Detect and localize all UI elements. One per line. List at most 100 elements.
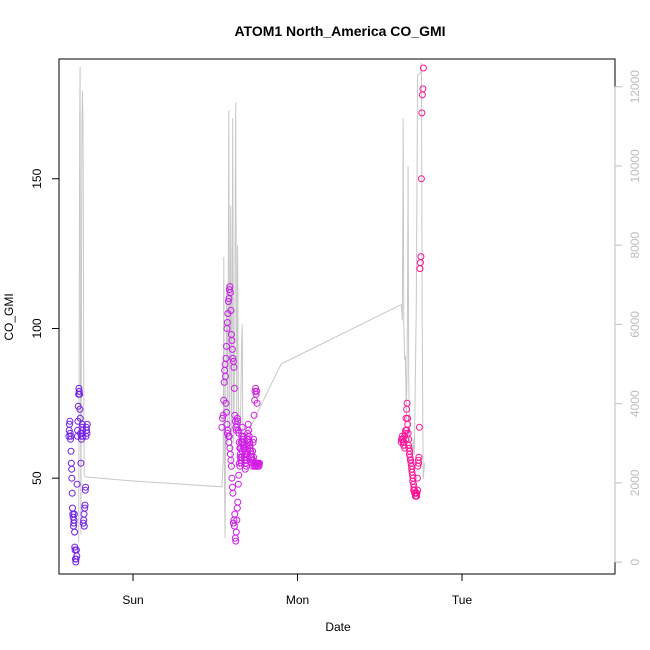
data-point [405,435,413,443]
data-point [229,489,237,497]
data-point [68,465,76,473]
data-point [225,286,233,294]
data-point [226,450,234,458]
data-point [246,438,254,446]
point-series [65,64,427,566]
data-point [233,414,241,422]
chart-title: ATOM1 North_America CO_GMI [234,23,445,39]
data-point [403,399,411,407]
data-point [75,387,83,395]
data-point [415,423,423,431]
data-point [76,390,84,398]
y-tick-label: 100 [30,318,44,338]
data-point [67,459,75,467]
data-point [232,528,240,536]
y-tick-label: 50 [30,471,44,485]
data-point [81,504,89,512]
data-point [67,432,75,440]
data-point [231,510,239,518]
data-point [228,337,236,344]
data-point [234,417,242,425]
data-point [230,363,238,371]
data-point [234,480,242,488]
y2-tick-label: 2000 [628,469,642,496]
data-point [67,435,74,443]
x-tick-label: Sun [122,593,143,607]
data-point [81,486,89,494]
data-point [71,528,79,536]
data-point [414,486,422,494]
data-point [418,109,426,117]
data-point [223,342,230,350]
data-point [76,414,84,422]
data-point [232,537,240,545]
y-tick-label: 150 [30,168,44,188]
data-point [419,85,427,93]
data-point [227,456,235,464]
axes: Sun Mon Tue 50 100 150 0 2000 4000 6000 8000 10000 1… [30,70,642,607]
data-point [255,462,263,470]
data-point [253,387,261,395]
data-point [407,456,415,464]
data-point [410,486,418,494]
data-point [228,345,236,353]
data-point [67,447,75,455]
data-point [70,510,78,518]
data-point [229,354,237,362]
y-axis-label: CO_GMI [2,293,16,340]
data-point [234,426,242,434]
data-point [68,474,76,482]
data-point [223,408,230,416]
y2-tick-label: 0 [628,558,642,565]
data-point [228,474,236,482]
data-point [79,519,87,527]
data-point [414,456,422,464]
data-point [223,420,231,428]
data-point [226,289,234,296]
x-axis-label: Date [325,620,351,634]
data-point [83,420,91,428]
y2-tick-label: 12000 [628,70,642,104]
data-point [225,432,233,440]
data-point [417,253,425,261]
data-point [225,438,233,446]
data-point [223,319,231,326]
series-line [78,62,425,543]
data-point [219,414,226,422]
data-point [227,307,235,314]
data-point [218,423,226,431]
data-point [68,489,76,497]
data-point [233,504,241,512]
data-point [230,522,238,530]
y2-tick-label: 6000 [628,311,642,338]
data-point [66,420,73,428]
data-point [253,399,261,407]
data-point [76,405,84,413]
y2-tick-label: 8000 [628,232,642,259]
data-point [82,483,90,491]
data-point [406,447,414,455]
data-point [80,522,88,530]
data-point [402,435,410,443]
data-point [419,64,427,72]
data-point [69,504,76,512]
data-point [83,429,91,437]
data-point [400,441,408,449]
data-point [235,429,243,437]
data-point [408,465,416,473]
data-point [222,372,229,380]
data-point [409,477,417,485]
data-point [70,519,78,527]
plot-frame [58,58,616,575]
data-point [256,459,263,467]
y2-tick-label: 4000 [628,390,642,417]
data-point [401,444,409,452]
data-point [418,91,426,99]
line-series [78,62,425,543]
data-point [66,417,74,425]
data-point [417,175,425,183]
data-point [230,384,238,392]
data-point [250,411,258,419]
data-point [73,480,81,488]
